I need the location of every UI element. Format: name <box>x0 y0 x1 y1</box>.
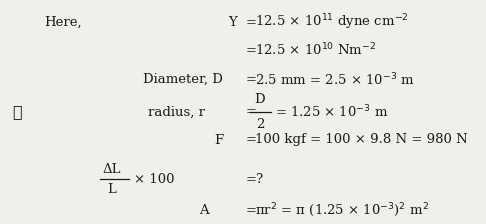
Text: A: A <box>199 204 209 217</box>
Text: =: = <box>245 44 257 57</box>
Text: × 100: × 100 <box>134 173 174 186</box>
Text: 100 kgf = 100 × 9.8 N = 980 N: 100 kgf = 100 × 9.8 N = 980 N <box>255 134 468 146</box>
Text: ∴: ∴ <box>12 103 22 121</box>
Text: radius, r: radius, r <box>148 106 205 118</box>
Text: ΔL: ΔL <box>103 163 121 176</box>
Text: 2.5 mm = 2.5 × 10$^{-3}$ m: 2.5 mm = 2.5 × 10$^{-3}$ m <box>255 71 415 88</box>
Text: =: = <box>245 134 257 146</box>
Text: =: = <box>245 73 257 86</box>
Text: πr$^{2}$ = π (1.25 × 10$^{-3}$)$^{2}$ m$^{2}$: πr$^{2}$ = π (1.25 × 10$^{-3}$)$^{2}$ m$… <box>255 202 429 219</box>
Text: =: = <box>245 106 257 118</box>
Text: F: F <box>214 134 223 146</box>
Text: = 1.25 × 10$^{-3}$ m: = 1.25 × 10$^{-3}$ m <box>275 104 388 120</box>
Text: L: L <box>107 183 116 196</box>
Text: Y: Y <box>228 16 237 29</box>
Text: =: = <box>245 204 257 217</box>
Text: ?: ? <box>255 173 262 186</box>
Text: 12.5 × 10$^{10}$ Nm$^{-2}$: 12.5 × 10$^{10}$ Nm$^{-2}$ <box>255 42 377 59</box>
Text: 2: 2 <box>256 118 264 131</box>
Text: Here,: Here, <box>44 16 81 29</box>
Text: =: = <box>245 16 257 29</box>
Text: Diameter, D: Diameter, D <box>143 73 223 86</box>
Text: =: = <box>245 173 257 186</box>
Text: D: D <box>255 93 265 106</box>
Text: 12.5 × 10$^{11}$ dyne cm$^{-2}$: 12.5 × 10$^{11}$ dyne cm$^{-2}$ <box>255 13 409 32</box>
